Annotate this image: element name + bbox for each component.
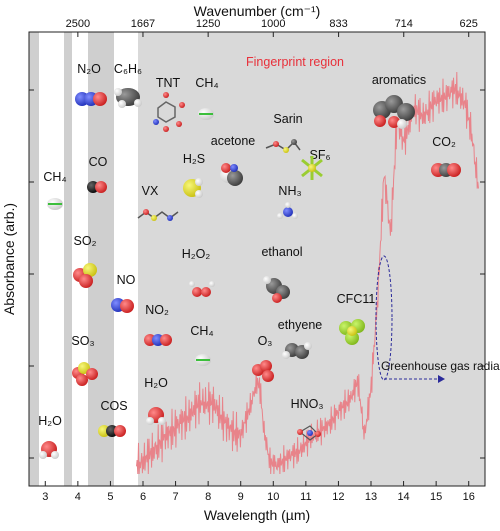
cos-molecule-icon <box>98 425 126 437</box>
vx-molecule-icon <box>137 209 179 221</box>
molecule-label: NO <box>117 273 136 287</box>
molecule-label: CH₄ <box>190 324 213 338</box>
absorption-band-3 <box>88 32 114 486</box>
x-tick-label: 9 <box>238 491 244 503</box>
molecule-label: SO₃ <box>71 334 94 348</box>
molecule-label: H₂S <box>183 152 205 166</box>
molecule-label: H₂O <box>38 414 62 428</box>
x-tick-label: 16 <box>463 491 475 503</box>
molecule-label: CH₄ <box>195 76 218 90</box>
greenhouse-ellipse <box>375 255 393 381</box>
sf6-molecule-icon <box>301 156 323 180</box>
x-tick-label: 14 <box>397 491 409 503</box>
x-tick-label: 3 <box>42 491 48 503</box>
x-tick-label: 11 <box>300 491 311 503</box>
x-tick-label: 6 <box>140 491 146 503</box>
molecule-label: TNT <box>156 76 181 90</box>
greenhouse-annotation: Greenhouse gas radiation <box>381 359 500 373</box>
molecule-label: VX <box>142 184 159 198</box>
methane-molecule-icon <box>198 108 214 120</box>
sarin-molecule-icon <box>265 139 301 153</box>
x-tick-label: 7 <box>173 491 179 503</box>
benzene-molecule-icon <box>114 88 142 108</box>
absorption-spectrum-line <box>136 71 479 475</box>
methane-molecule-icon <box>47 198 63 210</box>
absorption-band-2 <box>64 32 72 486</box>
fingerprint-region-label: Fingerprint region <box>246 55 344 69</box>
co-molecule-icon <box>87 181 107 193</box>
ozone-molecule-icon <box>252 360 274 382</box>
top-tick-label: 833 <box>329 18 347 30</box>
aromatics-molecule-icon <box>373 95 415 129</box>
greenhouse-arrowhead <box>438 375 445 383</box>
tnt-molecule-icon <box>153 92 185 132</box>
so3-molecule-icon <box>72 362 98 386</box>
molecule-label: CFC11 <box>337 292 376 306</box>
nitric-acid-molecule-icon <box>297 425 321 441</box>
top-axis-title: Wavenumber (cm⁻¹) <box>194 3 321 19</box>
methane-molecule-icon <box>195 354 211 366</box>
molecule-label: ethanol <box>261 245 302 259</box>
x-tick-label: 13 <box>365 491 377 503</box>
molecule-label: NO₂ <box>145 303 169 317</box>
molecule-label: ethyene <box>278 318 323 332</box>
molecule-label: C₆H₆ <box>114 62 142 76</box>
x-tick-label: 4 <box>75 491 81 503</box>
molecule-label: SF₆ <box>309 148 330 162</box>
molecule-label: H₂O₂ <box>182 247 211 261</box>
ethylene-molecule-icon <box>282 342 312 359</box>
x-tick-label: 10 <box>267 491 279 503</box>
top-tick-label: 1667 <box>131 18 155 30</box>
so2-molecule-icon <box>73 263 97 288</box>
molecule-label: O₃ <box>258 334 273 348</box>
molecule-label: CO₂ <box>432 135 456 149</box>
absorption-band-1 <box>29 32 39 486</box>
ammonia-molecule-icon <box>277 202 298 219</box>
molecule-label: aromatics <box>372 73 426 87</box>
molecule-label: Sarin <box>273 112 302 126</box>
top-tick-label: 1000 <box>261 18 285 30</box>
molecule-label: SO₂ <box>74 234 97 248</box>
molecule-label: N₂O <box>77 62 101 76</box>
x-axis-title: Wavelength (µm) <box>204 507 310 523</box>
top-tick-label: 1250 <box>196 18 220 30</box>
molecule-label: NH₃ <box>278 184 301 198</box>
molecule-label: HNO₃ <box>291 397 324 411</box>
y-axis-title: Absorbance (arb.) <box>1 203 17 315</box>
n2o-molecule-icon <box>75 92 107 106</box>
x-tick-label: 15 <box>430 491 442 503</box>
water-molecule-icon <box>39 441 59 459</box>
water-molecule-icon <box>146 407 166 425</box>
molecule-label: CH₄ <box>43 170 66 184</box>
acetone-molecule-icon <box>220 163 243 186</box>
plot-frame <box>28 31 486 487</box>
no2-molecule-icon <box>144 334 172 346</box>
molecule-label: H₂O <box>144 376 168 390</box>
cfc11-molecule-icon <box>339 319 365 345</box>
top-tick-labels: 2500 1667 1250 1000 833 714 625 <box>66 18 478 30</box>
no-molecule-icon <box>111 298 134 313</box>
x-tick-label: 8 <box>205 491 211 503</box>
molecule-label: CO <box>89 155 108 169</box>
molecule-label: acetone <box>211 134 256 148</box>
top-tick-label: 2500 <box>66 18 90 30</box>
molecule-label: COS <box>100 399 127 413</box>
co2-molecule-icon <box>431 163 461 177</box>
axis-ticks <box>29 32 485 486</box>
bottom-tick-labels: 3 4 5 6 7 8 9 10 11 12 13 14 15 16 <box>42 491 475 503</box>
molecule-labels: N₂O C₆H₆ TNT CH₄ aromatics Sarin acetone… <box>38 62 456 428</box>
top-tick-label: 714 <box>395 18 413 30</box>
x-tick-label: 12 <box>332 491 344 503</box>
h2s-molecule-icon <box>183 178 203 198</box>
ethanol-molecule-icon <box>263 276 290 303</box>
x-tick-label: 5 <box>107 491 113 503</box>
top-tick-label: 625 <box>460 18 478 30</box>
h2o2-molecule-icon <box>189 281 215 297</box>
